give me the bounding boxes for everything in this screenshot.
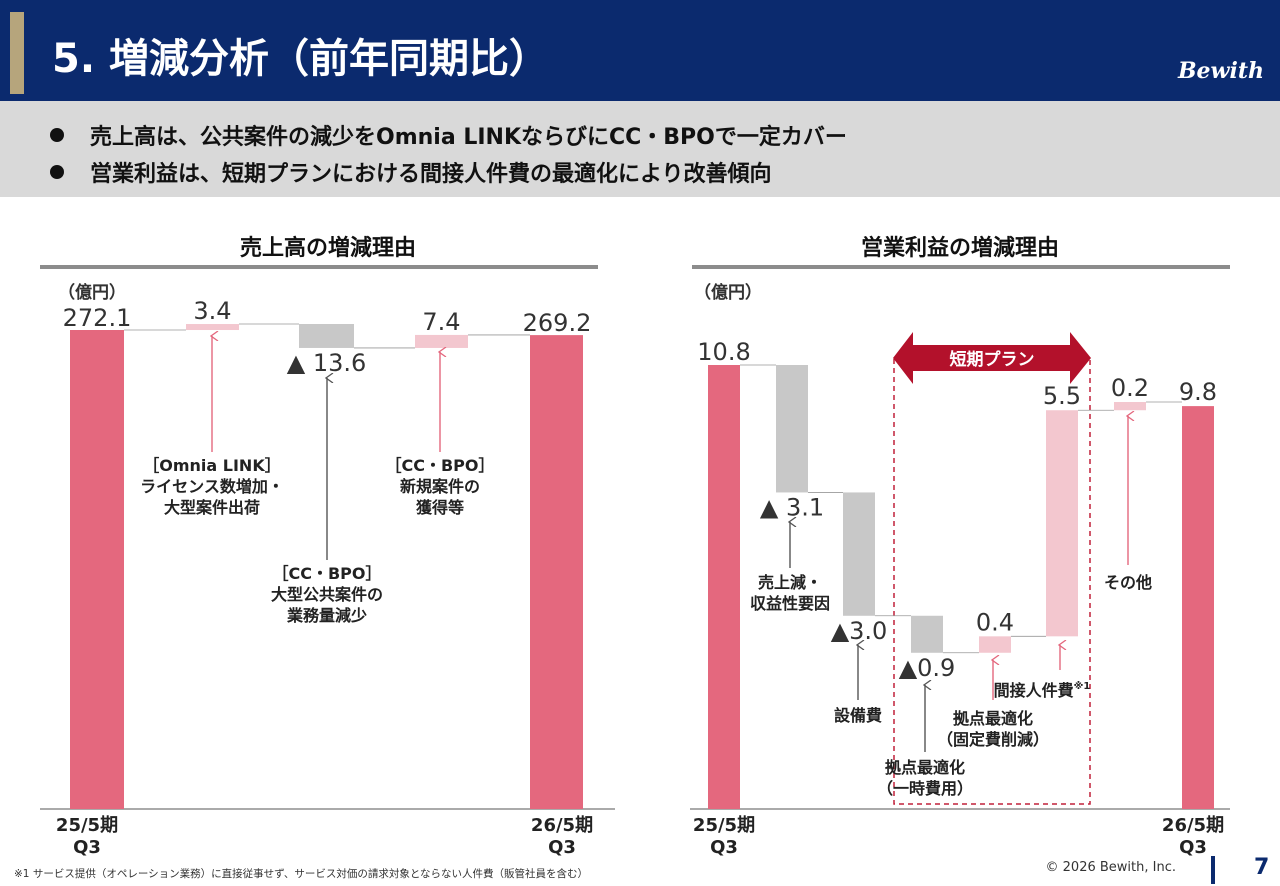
plan-label: 短期プラン xyxy=(950,349,1035,370)
data-label: 269.2 xyxy=(523,309,592,337)
summary-item: 営業利益は、短期プランにおける間接人件費の最適化により改善傾向 xyxy=(50,156,772,188)
bar-step xyxy=(843,492,875,616)
sales-unit-label: （億円） xyxy=(58,283,126,303)
category-label: 25/5期 xyxy=(693,815,755,836)
sales-title-rule xyxy=(40,265,598,269)
annotation-text: その他 xyxy=(1104,573,1152,592)
annotation-note: ※1 xyxy=(1074,680,1091,692)
annotation-text: 間接人件費※1 xyxy=(994,680,1091,700)
sales-chart-title: 売上高の増減理由 xyxy=(239,236,416,261)
annotation-text: （固定費削減） xyxy=(937,730,1049,749)
page-title: 5. 増減分析（前年同期比） xyxy=(52,36,549,82)
bar-start xyxy=(708,365,740,809)
data-label: 10.8 xyxy=(697,338,750,366)
data-label: 7.4 xyxy=(422,308,460,336)
bar-step xyxy=(186,324,239,331)
category-label: Q3 xyxy=(710,837,738,858)
page-number-bar xyxy=(1211,856,1215,884)
category-label: Q3 xyxy=(1179,837,1207,858)
annotation-text: （一時費用） xyxy=(877,779,973,798)
company-logo: Bewith xyxy=(1177,58,1264,84)
profit-unit-label: （億円） xyxy=(694,283,762,303)
header-accent xyxy=(10,12,24,94)
page-number: 7 xyxy=(1254,855,1270,880)
plan-double-arrow xyxy=(893,332,1091,384)
annotation-text: 大型公共案件の xyxy=(271,585,383,604)
profit-title-rule xyxy=(692,265,1230,269)
summary-text: 営業利益は、短期プランにおける間接人件費の最適化により改善傾向 xyxy=(90,162,772,187)
data-label: ▲0.9 xyxy=(899,654,956,682)
category-label: 26/5期 xyxy=(1162,815,1224,836)
annotation-text: 収益性要因 xyxy=(750,594,830,613)
annotation-text: ［CC・BPO］ xyxy=(272,564,381,583)
summary-box: 売上高は、公共案件の減少をOmnia LINKならびにCC・BPOで一定カバー … xyxy=(0,101,1280,197)
annotation-text: 設備費 xyxy=(834,706,882,725)
data-label: 0.4 xyxy=(976,608,1014,636)
bar-step xyxy=(776,365,808,493)
bullet-icon xyxy=(50,165,64,179)
annotation-text: 業務量減少 xyxy=(286,606,367,625)
header-bar: 5. 増減分析（前年同期比） Bewith xyxy=(0,0,1280,101)
bar-step xyxy=(299,324,354,348)
plan-highlight-box xyxy=(893,357,1091,805)
annotation-text: ライセンス数増加・ xyxy=(140,477,284,496)
copyright: © 2026 Bewith, Inc. xyxy=(1045,860,1176,875)
category-label: Q3 xyxy=(548,837,576,858)
bar-end xyxy=(530,335,583,809)
category-label: Q3 xyxy=(73,837,101,858)
data-label: 5.5 xyxy=(1043,382,1081,410)
summary-text: 売上高は、公共案件の減少をOmnia LINKならびにCC・BPOで一定カバー xyxy=(90,125,847,150)
bar-step xyxy=(1046,410,1078,637)
annotation-text: 獲得等 xyxy=(416,498,464,517)
annotation-text: 拠点最適化 xyxy=(885,758,965,777)
category-label: 25/5期 xyxy=(56,815,118,836)
data-label: 9.8 xyxy=(1179,378,1217,406)
profit-chart-title: 営業利益の増減理由 xyxy=(860,236,1059,261)
annotation-text: ［CC・BPO］ xyxy=(385,456,494,475)
data-label: 3.4 xyxy=(193,297,231,325)
bar-start xyxy=(70,330,124,809)
annotation-text: 大型案件出荷 xyxy=(164,498,260,517)
annotation-text: 拠点最適化 xyxy=(953,709,1033,728)
bar-step xyxy=(1114,402,1146,411)
data-label: ▲ 3.1 xyxy=(760,493,824,521)
data-label: ▲3.0 xyxy=(831,617,888,645)
data-label: 272.1 xyxy=(63,304,132,332)
data-label: 0.2 xyxy=(1111,374,1149,402)
bar-step xyxy=(415,334,468,348)
bullet-icon xyxy=(50,128,64,142)
category-label: 26/5期 xyxy=(531,815,593,836)
data-label: ▲ 13.6 xyxy=(287,349,367,377)
annotation-text: 売上減・ xyxy=(758,573,822,592)
bar-step xyxy=(979,636,1011,653)
bar-end xyxy=(1182,406,1214,809)
footnote: ※1 サービス提供（オペレーション業務）に直接従事せず、サービス対価の請求対象と… xyxy=(14,868,589,880)
bar-step xyxy=(911,615,943,653)
summary-item: 売上高は、公共案件の減少をOmnia LINKならびにCC・BPOで一定カバー xyxy=(50,119,847,151)
annotation-text: ［Omnia LINK］ xyxy=(143,456,280,475)
annotation-text: 新規案件の xyxy=(400,477,480,496)
